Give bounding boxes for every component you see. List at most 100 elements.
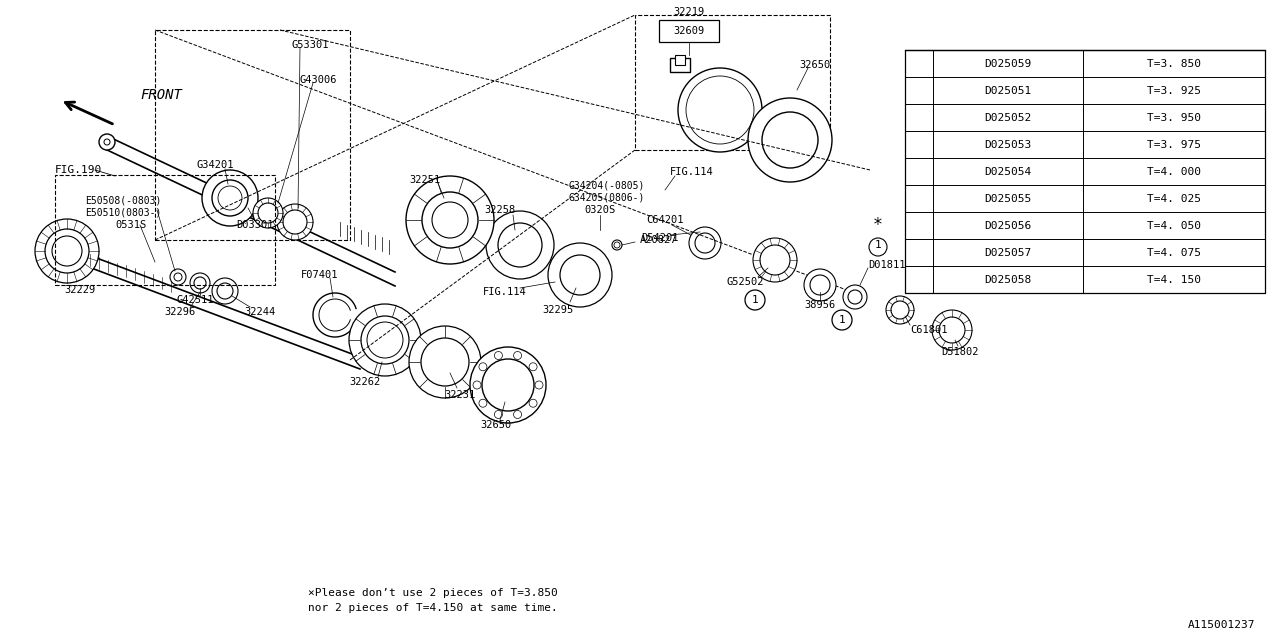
Text: G34204(-0805): G34204(-0805) <box>568 180 644 190</box>
Text: 0531S: 0531S <box>115 220 146 230</box>
Circle shape <box>810 275 829 295</box>
Circle shape <box>170 269 186 285</box>
Bar <box>675 55 685 65</box>
Text: G34205(0806-): G34205(0806-) <box>568 192 644 202</box>
Circle shape <box>486 211 554 279</box>
Text: 0320S: 0320S <box>585 205 616 215</box>
Circle shape <box>474 381 481 389</box>
Circle shape <box>689 227 721 259</box>
Text: D025053: D025053 <box>984 140 1032 150</box>
Text: 38956: 38956 <box>804 300 836 310</box>
Circle shape <box>483 359 534 411</box>
Text: G53301: G53301 <box>292 40 329 50</box>
Bar <box>905 50 1265 293</box>
Circle shape <box>844 285 867 309</box>
Text: D025051: D025051 <box>984 86 1032 95</box>
Text: C61801: C61801 <box>910 325 947 335</box>
Text: 32262: 32262 <box>349 377 380 387</box>
Circle shape <box>202 170 259 226</box>
Circle shape <box>35 219 99 283</box>
Text: 32650: 32650 <box>800 60 831 70</box>
Circle shape <box>218 283 233 299</box>
Circle shape <box>886 296 914 324</box>
Circle shape <box>422 192 477 248</box>
Text: D025058: D025058 <box>984 275 1032 285</box>
Text: T=4. 050: T=4. 050 <box>1147 221 1201 230</box>
Text: G52502: G52502 <box>726 277 764 287</box>
Circle shape <box>104 139 110 145</box>
Circle shape <box>548 243 612 307</box>
Text: F07401: F07401 <box>301 270 339 280</box>
Circle shape <box>614 242 620 248</box>
Text: 32296: 32296 <box>164 307 196 317</box>
Circle shape <box>421 338 468 386</box>
Circle shape <box>891 301 909 319</box>
Text: T=3. 950: T=3. 950 <box>1147 113 1201 122</box>
Text: 32244: 32244 <box>244 307 275 317</box>
Circle shape <box>849 290 861 304</box>
Text: G43006: G43006 <box>300 75 337 85</box>
Text: 32258: 32258 <box>484 205 516 215</box>
Circle shape <box>433 202 468 238</box>
Text: D51802: D51802 <box>941 347 979 357</box>
Circle shape <box>745 290 765 310</box>
Text: FIG.114: FIG.114 <box>483 287 527 297</box>
Text: FIG.190: FIG.190 <box>55 165 102 175</box>
Circle shape <box>52 236 82 266</box>
Text: T=4. 075: T=4. 075 <box>1147 248 1201 257</box>
Text: T=3. 850: T=3. 850 <box>1147 58 1201 68</box>
Text: nor 2 pieces of T=4.150 at same time.: nor 2 pieces of T=4.150 at same time. <box>308 603 558 613</box>
Circle shape <box>686 76 754 144</box>
Text: E50510(0803-): E50510(0803-) <box>84 207 161 217</box>
Text: 32229: 32229 <box>64 285 96 295</box>
Circle shape <box>45 229 90 273</box>
Circle shape <box>513 351 521 360</box>
Circle shape <box>494 410 503 419</box>
Bar <box>659 20 719 42</box>
Circle shape <box>349 304 421 376</box>
Circle shape <box>804 269 836 301</box>
Text: FIG.114: FIG.114 <box>669 167 714 177</box>
Circle shape <box>678 68 762 152</box>
Circle shape <box>99 134 115 150</box>
Text: D03301: D03301 <box>237 220 274 230</box>
Text: D025057: D025057 <box>984 248 1032 257</box>
Circle shape <box>529 399 538 407</box>
Circle shape <box>174 273 182 281</box>
Circle shape <box>189 273 210 293</box>
Text: T=4. 025: T=4. 025 <box>1147 193 1201 204</box>
Circle shape <box>535 381 543 389</box>
Text: 1: 1 <box>751 295 758 305</box>
Circle shape <box>259 203 278 223</box>
Text: *: * <box>873 216 883 234</box>
Text: E50508(-0803): E50508(-0803) <box>84 195 161 205</box>
Circle shape <box>498 223 541 267</box>
Circle shape <box>479 363 486 371</box>
Text: ×Please don’t use 2 pieces of T=3.850: ×Please don’t use 2 pieces of T=3.850 <box>308 588 558 598</box>
Circle shape <box>494 351 503 360</box>
Circle shape <box>212 278 238 304</box>
Circle shape <box>940 317 965 343</box>
Circle shape <box>513 410 521 419</box>
Circle shape <box>869 238 887 256</box>
Circle shape <box>760 245 790 275</box>
Text: T=3. 925: T=3. 925 <box>1147 86 1201 95</box>
Text: 32219: 32219 <box>673 7 704 17</box>
Circle shape <box>932 310 972 350</box>
Text: D025055: D025055 <box>984 193 1032 204</box>
Bar <box>55 175 275 285</box>
Text: T=4. 150: T=4. 150 <box>1147 275 1201 285</box>
Circle shape <box>276 204 314 240</box>
Circle shape <box>361 316 410 364</box>
Circle shape <box>832 310 852 330</box>
Text: D025056: D025056 <box>984 221 1032 230</box>
Circle shape <box>406 176 494 264</box>
Text: 1: 1 <box>874 240 882 250</box>
Circle shape <box>561 255 600 295</box>
Text: 32231: 32231 <box>444 390 476 400</box>
Circle shape <box>410 326 481 398</box>
Circle shape <box>218 186 242 210</box>
Text: G34201: G34201 <box>196 160 234 170</box>
Circle shape <box>367 322 403 358</box>
Circle shape <box>748 98 832 182</box>
